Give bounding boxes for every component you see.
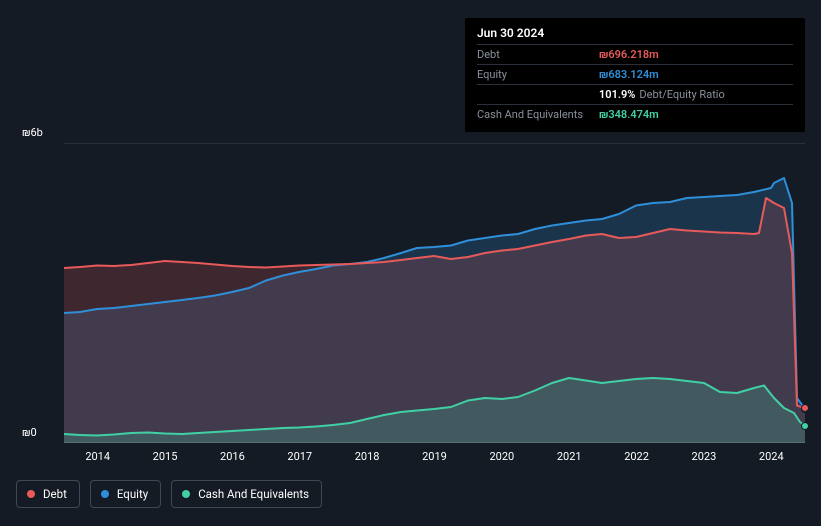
tooltip-suffix: Debt/Equity Ratio — [639, 88, 724, 101]
tooltip-value: 101.9% — [599, 88, 635, 101]
y-tick-min: ₪0 — [22, 426, 37, 439]
x-tick: 2023 — [670, 450, 737, 463]
tooltip-label: Debt — [477, 48, 599, 61]
series-end-marker — [801, 422, 809, 430]
tooltip-row: 101.9% Debt/Equity Ratio — [477, 84, 793, 104]
x-tick: 2022 — [603, 450, 670, 463]
y-tick-max: ₪6b — [22, 126, 43, 139]
x-tick: 2024 — [738, 450, 805, 463]
x-tick: 2020 — [468, 450, 535, 463]
legend-item-debt[interactable]: Debt — [16, 480, 80, 508]
tooltip-row: Equity₪683.124m — [477, 64, 793, 84]
legend-label: Equity — [117, 487, 148, 501]
x-tick: 2021 — [536, 450, 603, 463]
chart-tooltip: Jun 30 2024 Debt₪696.218mEquity₪683.124m… — [465, 18, 805, 132]
x-tick: 2018 — [333, 450, 400, 463]
x-tick: 2017 — [266, 450, 333, 463]
tooltip-label: Equity — [477, 68, 599, 81]
x-tick: 2016 — [199, 450, 266, 463]
tooltip-value: ₪348.474m — [599, 108, 659, 121]
tooltip-date: Jun 30 2024 — [477, 26, 793, 44]
chart-legend: Debt Equity Cash And Equivalents — [16, 480, 322, 508]
chart-plot[interactable] — [64, 143, 805, 443]
x-axis: 2014201520162017201820192020202120222023… — [64, 450, 805, 463]
tooltip-row: Cash And Equivalents₪348.474m — [477, 104, 793, 124]
x-tick: 2019 — [401, 450, 468, 463]
legend-label: Debt — [43, 487, 67, 501]
legend-item-cash-and-equivalents[interactable]: Cash And Equivalents — [171, 480, 322, 508]
tooltip-value: ₪696.218m — [599, 48, 659, 61]
chart-container: ₪6b ₪0 201420152016201720182019202020212… — [16, 123, 805, 513]
tooltip-row: Debt₪696.218m — [477, 44, 793, 64]
tooltip-label: Cash And Equivalents — [477, 108, 599, 121]
legend-dot-icon — [27, 490, 35, 498]
legend-item-equity[interactable]: Equity — [90, 480, 161, 508]
x-tick: 2014 — [64, 450, 131, 463]
legend-dot-icon — [182, 490, 190, 498]
tooltip-value: ₪683.124m — [599, 68, 659, 81]
x-tick: 2015 — [131, 450, 198, 463]
legend-label: Cash And Equivalents — [198, 487, 309, 501]
legend-dot-icon — [101, 490, 109, 498]
